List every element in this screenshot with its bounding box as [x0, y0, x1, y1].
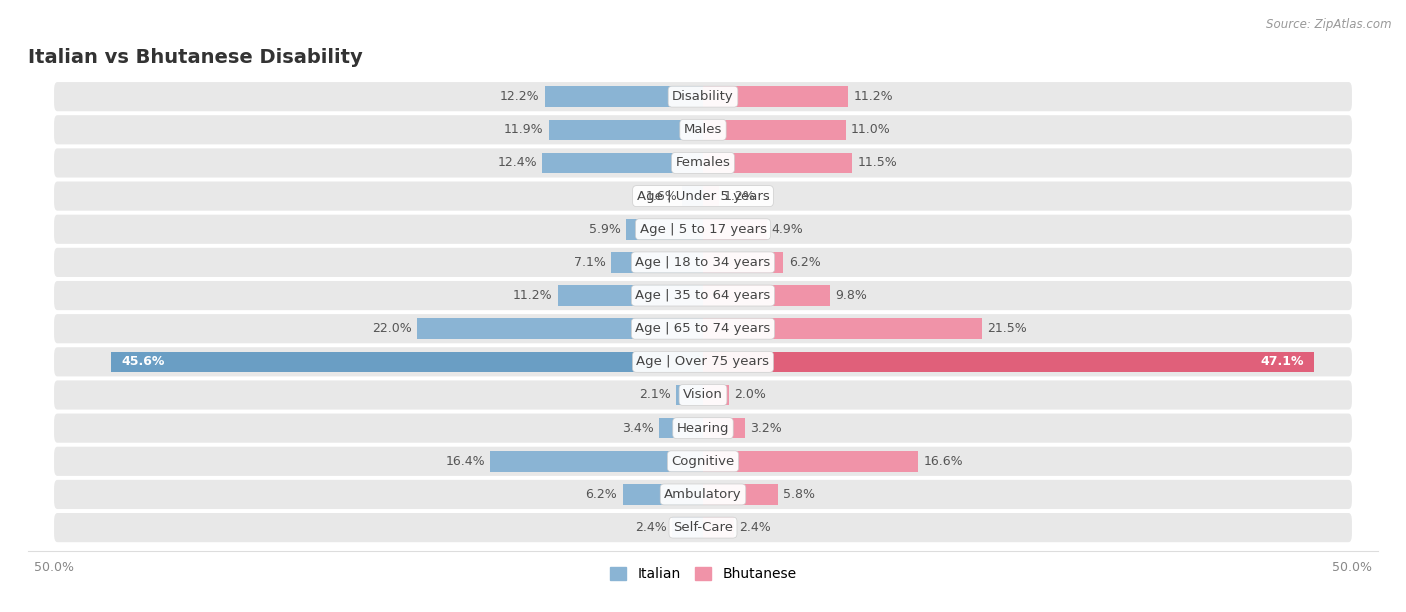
- Text: 12.4%: 12.4%: [498, 157, 537, 170]
- Bar: [703, 86, 848, 107]
- Bar: [703, 418, 745, 438]
- Text: Self-Care: Self-Care: [673, 521, 733, 534]
- Bar: [703, 285, 830, 306]
- Bar: [543, 152, 703, 173]
- Text: 2.4%: 2.4%: [636, 521, 666, 534]
- Bar: [676, 385, 703, 405]
- Text: Males: Males: [683, 123, 723, 136]
- Text: 9.8%: 9.8%: [835, 289, 868, 302]
- FancyBboxPatch shape: [53, 215, 1353, 244]
- Bar: [703, 351, 1315, 372]
- Text: Age | Under 5 years: Age | Under 5 years: [637, 190, 769, 203]
- Text: 6.2%: 6.2%: [585, 488, 617, 501]
- Text: Source: ZipAtlas.com: Source: ZipAtlas.com: [1267, 18, 1392, 31]
- Text: 11.9%: 11.9%: [503, 123, 543, 136]
- Text: Ambulatory: Ambulatory: [664, 488, 742, 501]
- FancyBboxPatch shape: [53, 314, 1353, 343]
- FancyBboxPatch shape: [53, 347, 1353, 376]
- FancyBboxPatch shape: [53, 148, 1353, 177]
- FancyBboxPatch shape: [53, 248, 1353, 277]
- FancyBboxPatch shape: [53, 480, 1353, 509]
- Bar: [703, 318, 981, 339]
- Text: 5.9%: 5.9%: [589, 223, 621, 236]
- Text: 11.5%: 11.5%: [858, 157, 897, 170]
- FancyBboxPatch shape: [53, 82, 1353, 111]
- Bar: [703, 252, 783, 273]
- Text: Age | Over 75 years: Age | Over 75 years: [637, 356, 769, 368]
- Bar: [703, 484, 779, 505]
- FancyBboxPatch shape: [53, 447, 1353, 476]
- FancyBboxPatch shape: [53, 414, 1353, 442]
- Bar: [623, 484, 703, 505]
- Bar: [703, 119, 846, 140]
- Bar: [544, 86, 703, 107]
- Bar: [703, 385, 728, 405]
- Text: 4.9%: 4.9%: [772, 223, 804, 236]
- Text: 6.2%: 6.2%: [789, 256, 821, 269]
- Bar: [111, 351, 703, 372]
- Text: Disability: Disability: [672, 90, 734, 103]
- FancyBboxPatch shape: [53, 513, 1353, 542]
- Text: Vision: Vision: [683, 389, 723, 401]
- Bar: [682, 186, 703, 206]
- Text: 3.2%: 3.2%: [749, 422, 782, 435]
- Text: Age | 5 to 17 years: Age | 5 to 17 years: [640, 223, 766, 236]
- Text: 2.1%: 2.1%: [638, 389, 671, 401]
- Bar: [703, 186, 718, 206]
- Text: Hearing: Hearing: [676, 422, 730, 435]
- FancyBboxPatch shape: [53, 115, 1353, 144]
- Bar: [418, 318, 703, 339]
- Text: 21.5%: 21.5%: [987, 322, 1026, 335]
- Text: 3.4%: 3.4%: [621, 422, 654, 435]
- FancyBboxPatch shape: [53, 281, 1353, 310]
- Text: 16.6%: 16.6%: [924, 455, 963, 468]
- Bar: [627, 219, 703, 239]
- Bar: [703, 451, 918, 472]
- Bar: [703, 517, 734, 538]
- Bar: [703, 152, 852, 173]
- Text: 1.2%: 1.2%: [724, 190, 755, 203]
- Text: Females: Females: [675, 157, 731, 170]
- Text: 2.4%: 2.4%: [740, 521, 770, 534]
- Text: 22.0%: 22.0%: [373, 322, 412, 335]
- Bar: [491, 451, 703, 472]
- Bar: [672, 517, 703, 538]
- Text: 11.2%: 11.2%: [853, 90, 893, 103]
- FancyBboxPatch shape: [53, 182, 1353, 211]
- Text: 11.2%: 11.2%: [513, 289, 553, 302]
- Text: 1.6%: 1.6%: [645, 190, 678, 203]
- Bar: [659, 418, 703, 438]
- Text: 47.1%: 47.1%: [1260, 356, 1303, 368]
- Text: Age | 65 to 74 years: Age | 65 to 74 years: [636, 322, 770, 335]
- Text: Italian vs Bhutanese Disability: Italian vs Bhutanese Disability: [28, 48, 363, 67]
- Legend: Italian, Bhutanese: Italian, Bhutanese: [605, 562, 801, 587]
- Bar: [548, 119, 703, 140]
- Text: 5.8%: 5.8%: [783, 488, 815, 501]
- Bar: [610, 252, 703, 273]
- Text: 11.0%: 11.0%: [851, 123, 891, 136]
- Text: 7.1%: 7.1%: [574, 256, 606, 269]
- Bar: [703, 219, 766, 239]
- Text: 45.6%: 45.6%: [121, 356, 165, 368]
- Bar: [558, 285, 703, 306]
- Text: Age | 35 to 64 years: Age | 35 to 64 years: [636, 289, 770, 302]
- Text: Age | 18 to 34 years: Age | 18 to 34 years: [636, 256, 770, 269]
- FancyBboxPatch shape: [53, 381, 1353, 409]
- Text: Cognitive: Cognitive: [672, 455, 734, 468]
- Text: 16.4%: 16.4%: [446, 455, 485, 468]
- Text: 12.2%: 12.2%: [501, 90, 540, 103]
- Text: 2.0%: 2.0%: [734, 389, 766, 401]
